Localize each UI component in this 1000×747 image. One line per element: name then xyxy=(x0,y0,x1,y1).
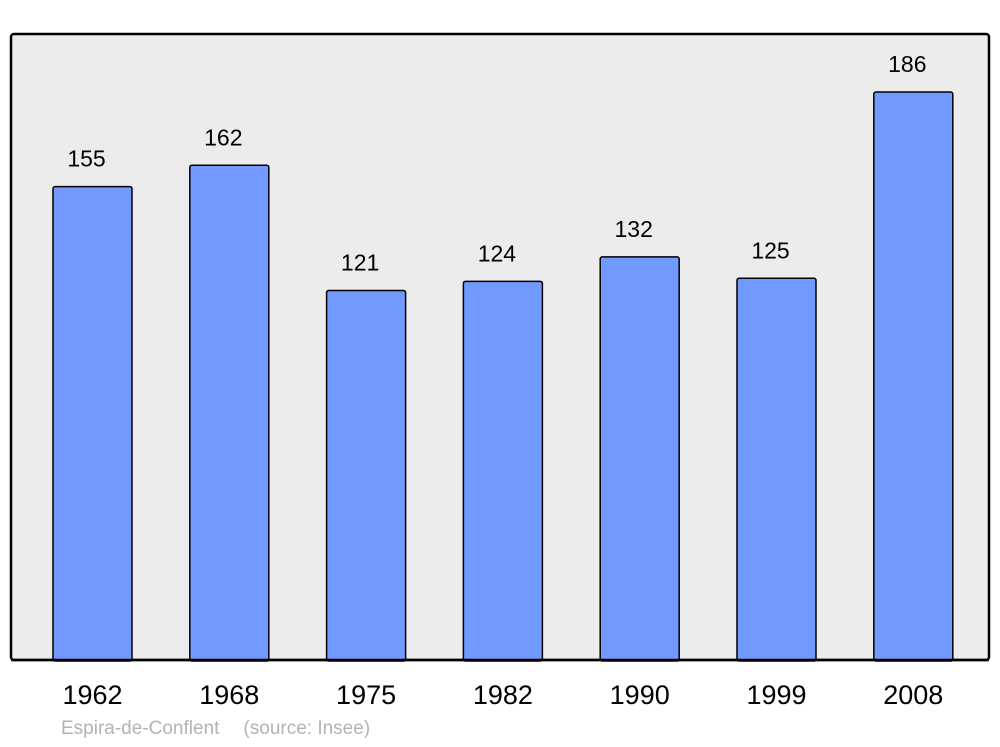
data-label-1962: 155 xyxy=(67,146,105,172)
bar-1990 xyxy=(599,256,680,662)
bar-1968 xyxy=(189,164,270,662)
bar-1999 xyxy=(736,277,817,662)
x-tick-label-1962: 1962 xyxy=(62,680,122,710)
bar-2008 xyxy=(873,91,954,662)
x-tick-label-1975: 1975 xyxy=(336,680,396,710)
bar-1975 xyxy=(325,289,407,662)
x-tick-label-1982: 1982 xyxy=(473,680,533,710)
x-tick-label-2008: 2008 xyxy=(883,680,943,710)
data-label-1990: 132 xyxy=(615,216,653,242)
data-label-1968: 162 xyxy=(204,124,242,150)
data-label-1982: 124 xyxy=(478,240,517,266)
footer-source: (source: Insee) xyxy=(243,718,371,739)
data-label-2008: 186 xyxy=(888,51,926,77)
data-label-1975: 121 xyxy=(341,250,379,276)
footer-place: Espira-de-Conflent xyxy=(61,718,220,739)
x-tick-label-1968: 1968 xyxy=(199,680,259,710)
x-tick-label-1999: 1999 xyxy=(746,680,806,710)
x-tick-label-1990: 1990 xyxy=(610,680,670,710)
data-label-1999: 125 xyxy=(751,237,789,263)
chart-footer: Espira-de-Conflent (source: Insee) xyxy=(61,718,394,740)
bar-1982 xyxy=(462,280,544,662)
bar-1962 xyxy=(52,185,133,662)
